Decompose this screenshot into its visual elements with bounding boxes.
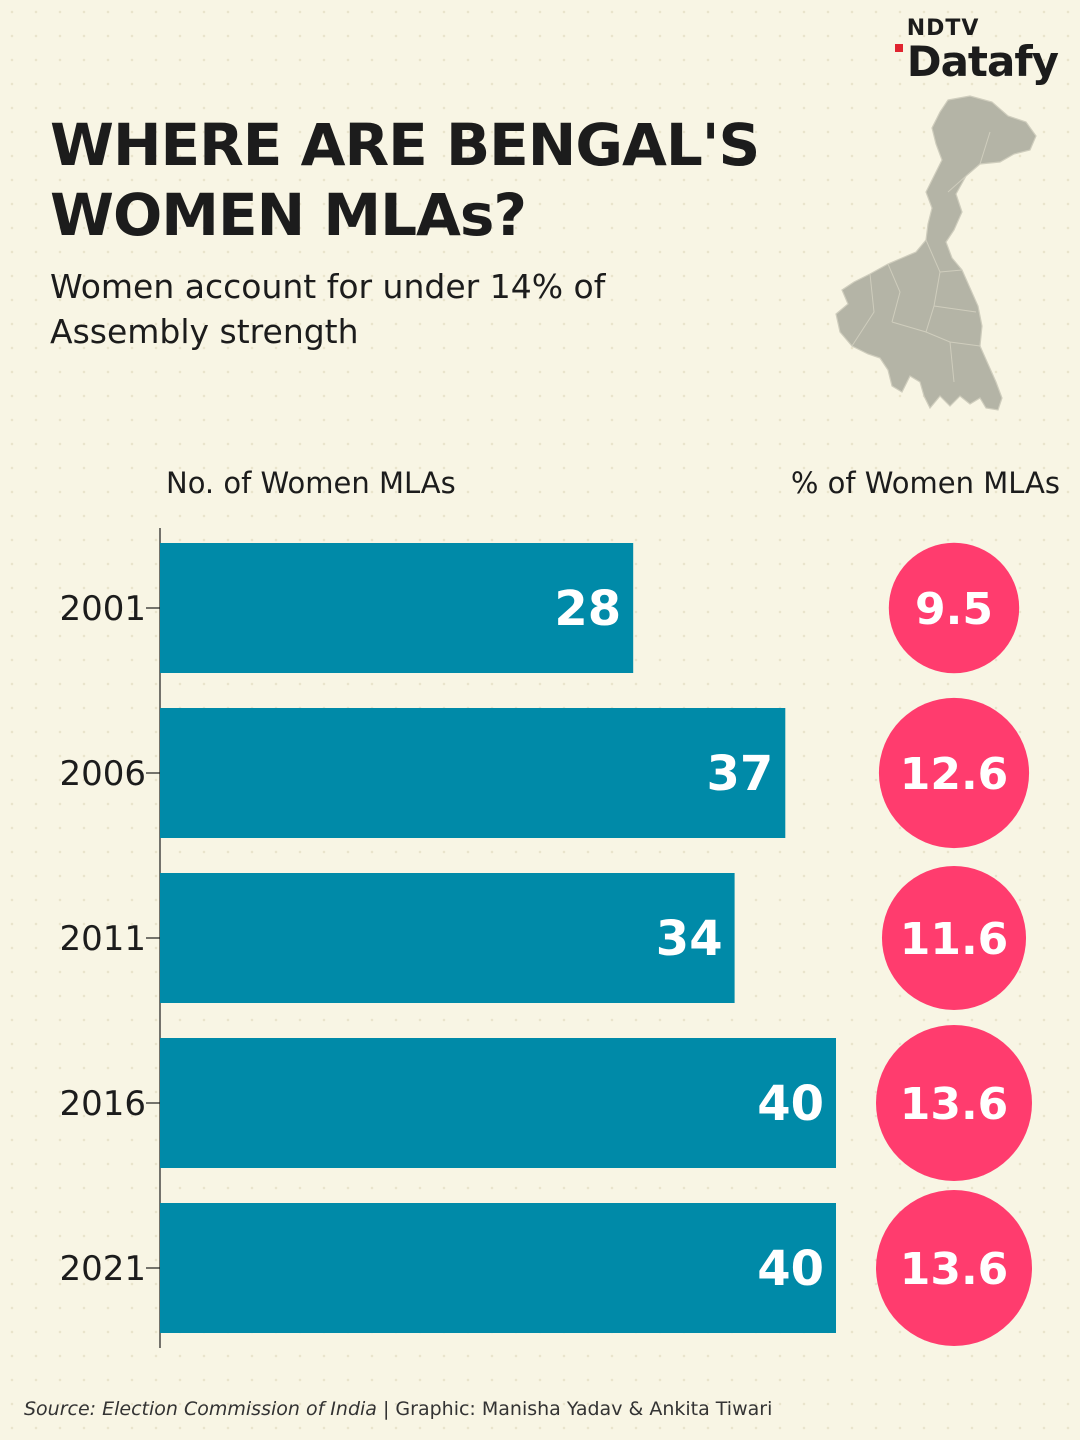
pct-value-label: 13.6 xyxy=(900,1079,1009,1130)
pct-circle-2006 xyxy=(878,697,1030,849)
pct-circle-2021 xyxy=(876,1190,1032,1346)
year-tick-label: 2011 xyxy=(59,919,146,959)
source-credit: Source: Election Commission of India | G… xyxy=(24,1398,772,1420)
pct-value-label: 11.6 xyxy=(900,914,1009,965)
left-column-header: No. of Women MLAs xyxy=(166,466,456,500)
year-tick-label: 2021 xyxy=(59,1249,146,1289)
bar-value-label: 37 xyxy=(707,746,774,802)
year-tick-label: 2016 xyxy=(59,1084,146,1124)
pct-circle-2001 xyxy=(888,542,1020,674)
logo-ndtv-text: NDTV xyxy=(906,16,980,41)
bar-women-mlas-2001 xyxy=(160,543,634,673)
bar-value-label: 28 xyxy=(554,581,621,637)
pct-value-label: 12.6 xyxy=(900,749,1009,800)
subtitle: Women account for under 14% of Assembly … xyxy=(50,267,606,351)
page-title: WHERE ARE BENGAL'S WOMEN MLAs? xyxy=(50,111,760,249)
bar-value-label: 34 xyxy=(656,911,723,967)
bar-women-mlas-2016 xyxy=(160,1038,836,1168)
graphic-credit: | Graphic: Manisha Yadav & Ankita Tiwari xyxy=(382,1398,773,1420)
bar-value-label: 40 xyxy=(757,1076,824,1132)
ndtv-datafy-logo: NDTV Datafy xyxy=(894,16,1059,84)
source-label: Source: xyxy=(24,1398,97,1420)
bar-value-label: 40 xyxy=(757,1241,824,1297)
source-name: Election Commission of India xyxy=(102,1398,377,1420)
year-tick-label: 2006 xyxy=(59,754,146,794)
bar-women-mlas-2021 xyxy=(160,1203,836,1333)
logo-red-square xyxy=(894,44,903,52)
bar-women-mlas-2011 xyxy=(160,873,735,1003)
year-tick-label: 2001 xyxy=(59,589,146,629)
right-column-header: % of Women MLAs xyxy=(790,466,1060,500)
logo-datafy-text: Datafy xyxy=(894,40,1059,84)
pct-circle-2016 xyxy=(876,1025,1032,1181)
pct-circle-2011 xyxy=(881,865,1027,1011)
bar-women-mlas-2006 xyxy=(160,708,786,838)
pct-value-label: 13.6 xyxy=(900,1244,1009,1295)
west-bengal-map-icon xyxy=(835,95,1037,411)
pct-value-label: 9.5 xyxy=(915,584,993,635)
